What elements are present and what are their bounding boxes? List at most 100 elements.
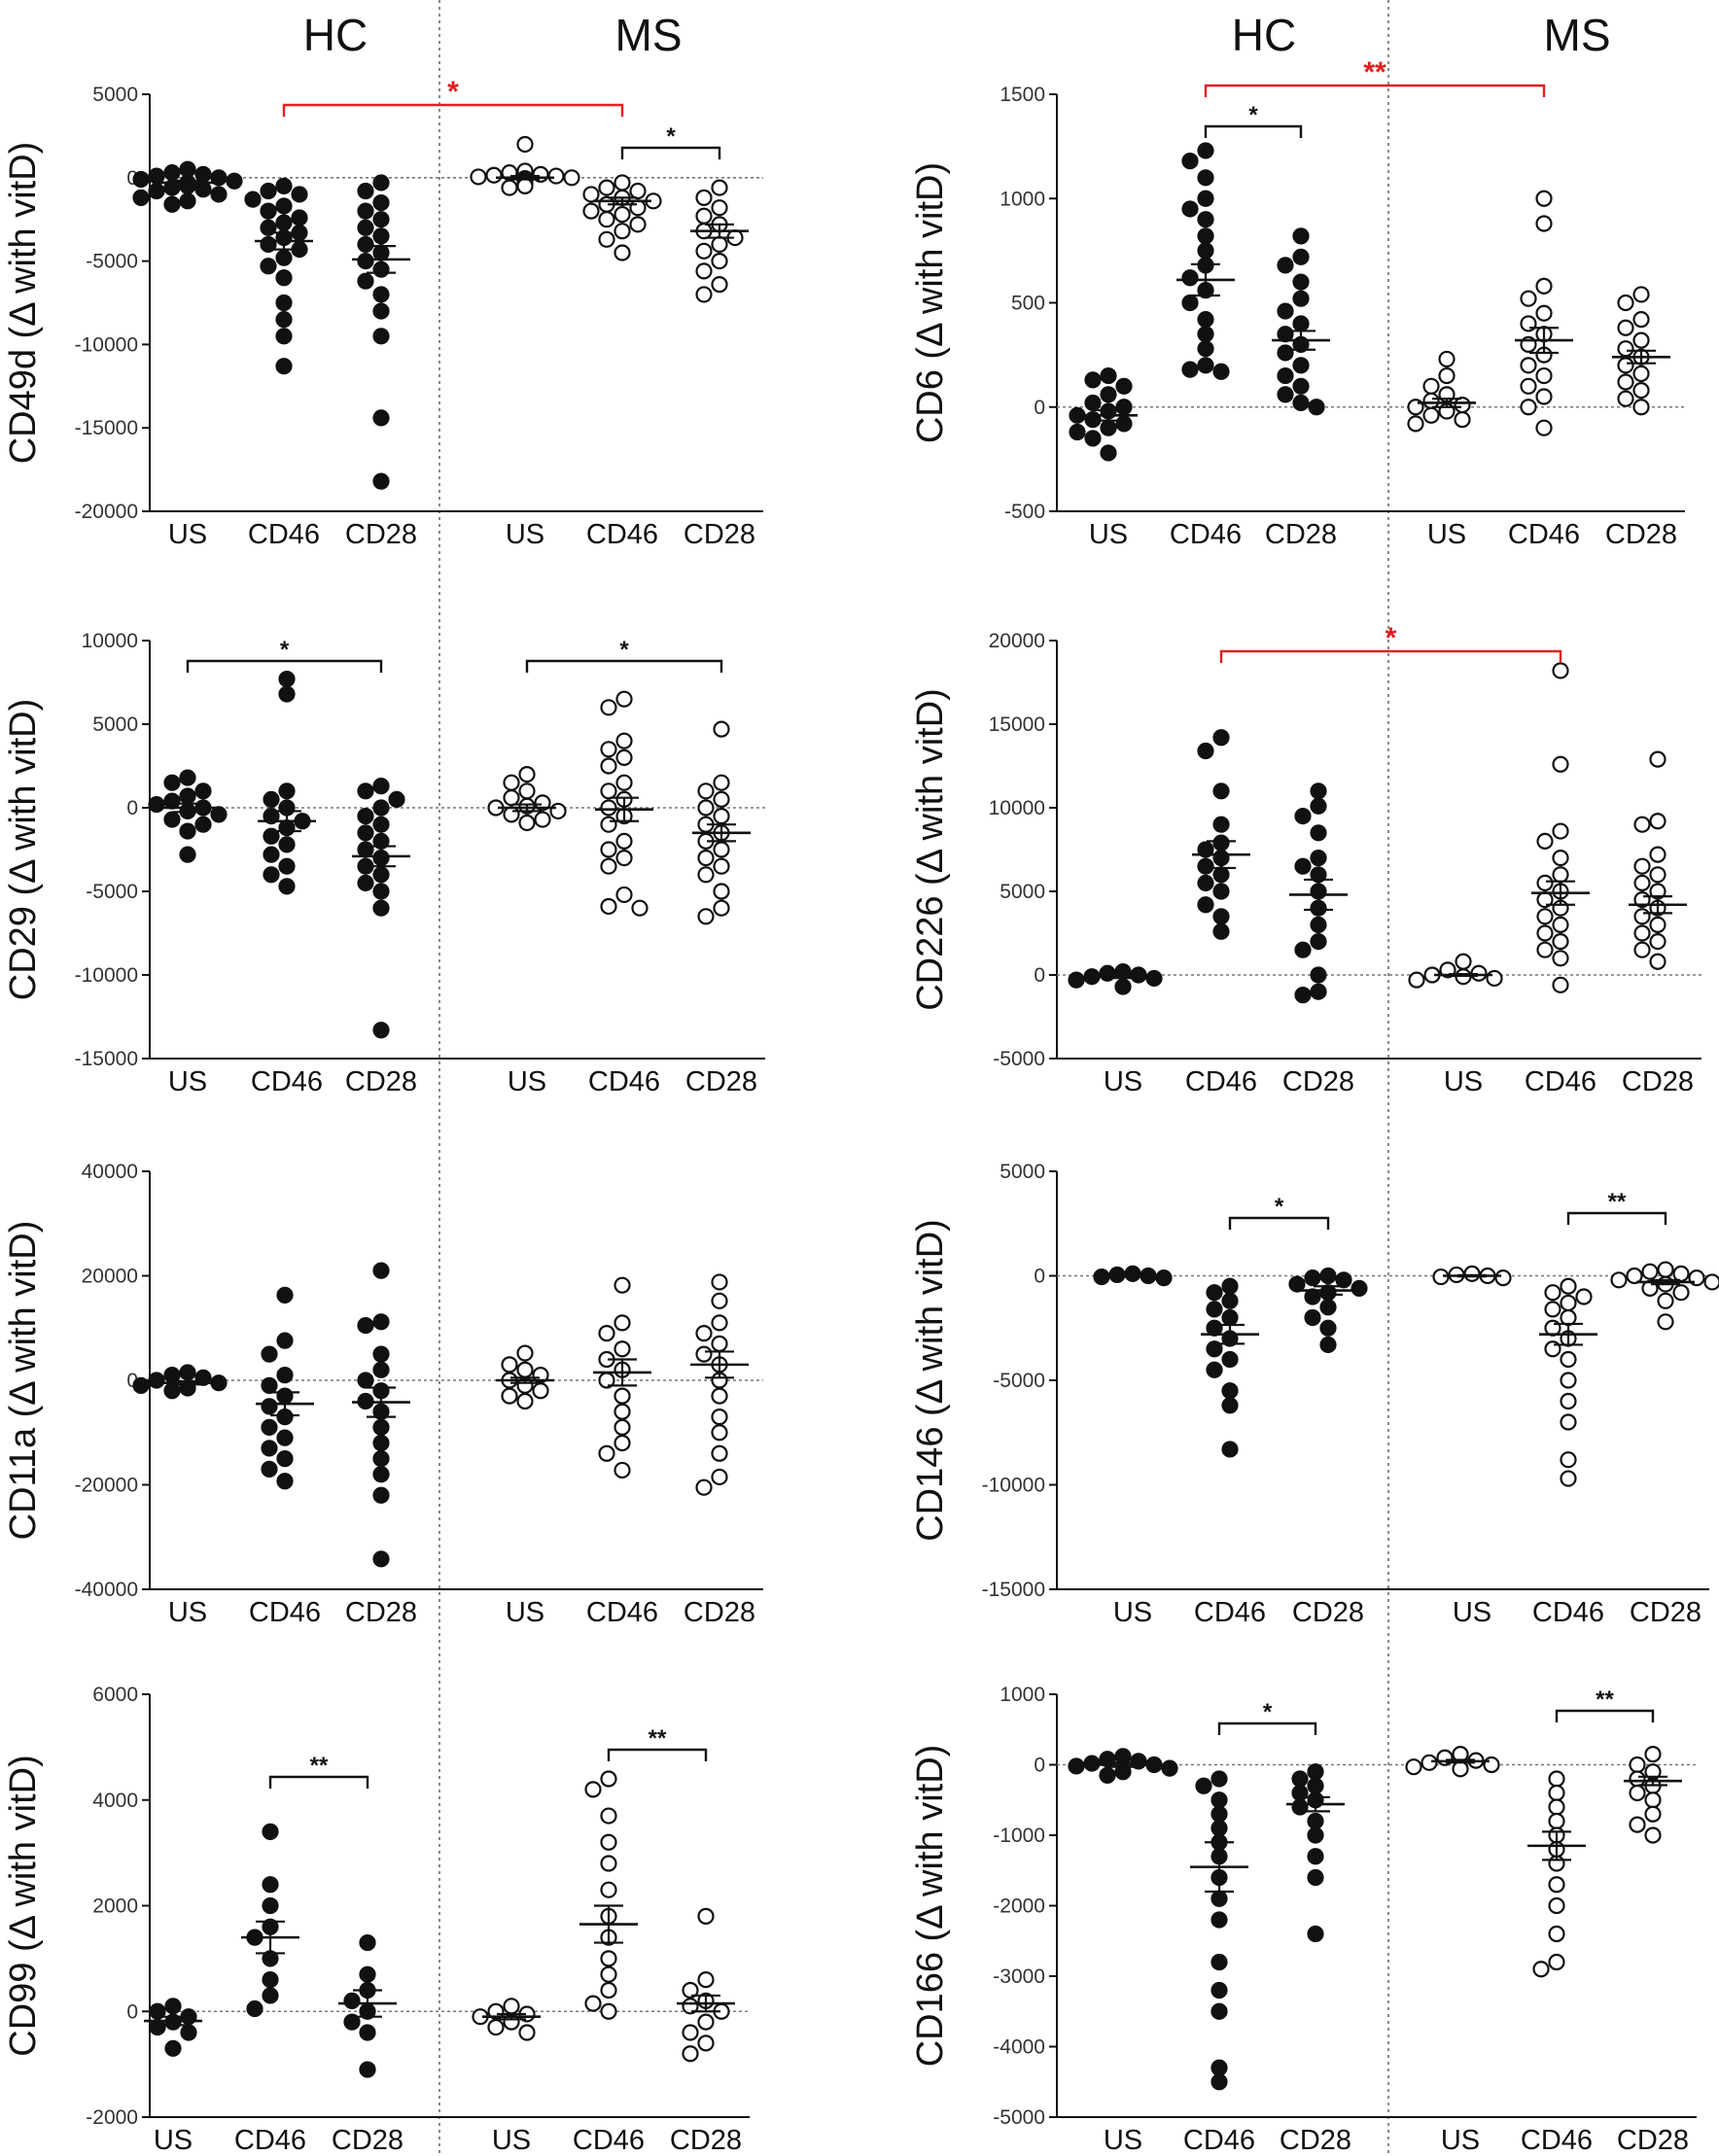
data-point [357,782,374,800]
data-point [1210,1911,1228,1929]
data-point [164,1998,182,2015]
data-point [260,182,277,200]
data-point [1552,932,1569,951]
data-point [1100,386,1117,403]
series-hc-cd28 [352,1262,410,1568]
series-ms-cd46 [579,1770,638,2020]
series-ms-us [470,135,580,196]
data-point [210,186,228,203]
data-point [372,1345,390,1363]
series-hc-cd46 [244,177,313,375]
data-point [1319,1336,1337,1354]
data-point [372,328,390,345]
data-point [1307,1763,1324,1781]
y-tick-label: 0 [126,1370,138,1392]
data-point [600,1881,617,1898]
data-point [1422,392,1440,409]
data-point [503,806,520,823]
data-point [615,849,633,867]
y-tick-label: 1500 [1000,84,1045,106]
data-point [1629,1816,1646,1833]
significance-bracket: * [1228,1194,1330,1230]
data-point [713,857,730,875]
data-point [697,799,715,817]
data-point [1197,142,1214,159]
data-point [359,2061,376,2078]
data-point [179,846,196,863]
x-tick-label: CD28 [345,1597,417,1628]
data-point [275,328,293,345]
data-point [276,1286,294,1304]
data-point [1310,797,1327,815]
data-point [1210,2073,1228,2091]
significance-label: * [1275,1194,1284,1220]
data-point [1536,832,1554,851]
x-tick-label: CD46 [1521,2125,1593,2156]
data-point [276,1450,294,1468]
data-point [501,1356,518,1374]
data-point [1307,1848,1324,1865]
data-point [372,1262,390,1279]
y-axis-title: CD99 (Δ with vitD) [3,1755,44,2056]
data-point [1422,377,1440,395]
data-point [163,195,181,213]
data-point [1544,1284,1561,1302]
data-point [503,774,520,791]
data-point [1206,1340,1223,1358]
data-point [1181,200,1199,218]
data-point [1197,857,1214,875]
panel-cd166: 1000 0 -1000 -2000 -3000 -4000 -5000 CD166 (Δ w… [910,1684,1697,2156]
data-point [1206,1361,1223,1378]
x-tick-label: CD46 [586,519,658,550]
data-point [163,811,181,828]
data-point [194,165,212,183]
data-point [1294,807,1312,825]
data-point [697,782,715,800]
header-ms-left: MS [615,10,683,60]
data-point [614,1403,631,1420]
data-point [372,472,390,490]
data-point [260,219,277,236]
y-tick-label: 4000 [92,1790,138,1812]
data-point [1548,1784,1565,1802]
data-point [615,774,633,791]
data-point [1535,190,1553,207]
y-tick-label: -3000 [993,1965,1045,1988]
x-tick-label: CD28 [1605,519,1677,550]
data-point [501,1387,518,1405]
data-point [372,1361,390,1378]
data-point [372,866,390,884]
data-point [631,899,649,917]
x-tick-label: CD46 [573,2125,645,2156]
data-point [711,1292,728,1309]
y-tick-label: -500 [1004,501,1045,523]
data-point [682,1981,699,2000]
bracket-line [525,659,723,673]
data-point [600,857,617,875]
x-tick-label: CD28 [684,519,755,550]
data-point [372,1486,390,1504]
data-point [1560,1413,1577,1431]
data-point [584,1781,602,1798]
data-point [1115,399,1133,416]
data-point [584,1995,602,2012]
data-point [1629,1784,1646,1802]
data-point [1294,987,1312,1004]
significance-label: ** [1363,56,1386,88]
panel-cd29: 10000 5000 0 -5000 -10000 -15000 CD29 (Δ with … [3,630,765,1097]
data-point [261,1376,278,1394]
data-point [600,1770,617,1788]
y-tick-label: 0 [126,797,138,819]
x-tick-label: CD28 [684,1597,755,1628]
data-point [1221,1350,1239,1369]
data-point [532,1382,549,1400]
data-point [263,790,280,809]
data-point [614,1434,631,1452]
y-tick-label: 10000 [82,630,138,652]
data-point [1210,1981,1228,2000]
data-point [1294,857,1312,875]
data-point [372,816,390,833]
data-point [1454,397,1471,414]
series-hc-cd28 [338,1933,397,2078]
y-tick-label: 0 [1034,1266,1045,1288]
